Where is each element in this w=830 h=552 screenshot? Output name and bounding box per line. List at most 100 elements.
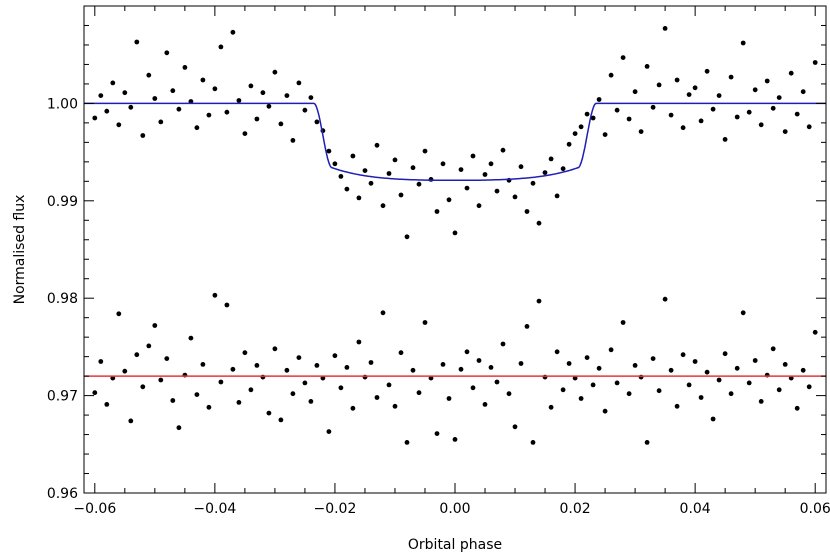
data-point: [350, 405, 356, 411]
data-point: [728, 391, 734, 397]
data-point: [296, 355, 302, 360]
data-point: [224, 109, 230, 115]
data-point: [440, 161, 446, 167]
data-point: [500, 147, 506, 153]
data-point: [800, 89, 806, 95]
data-point: [740, 310, 746, 316]
data-point: [428, 177, 434, 182]
data-point: [314, 119, 320, 125]
data-point: [614, 107, 620, 113]
y-axis-title: Normalised flux: [12, 195, 28, 305]
data-point: [584, 111, 590, 117]
data-point: [236, 98, 242, 103]
data-point: [224, 302, 230, 308]
data-point: [452, 230, 458, 236]
data-point: [482, 402, 488, 407]
data-point: [674, 77, 680, 83]
data-point: [470, 153, 476, 159]
data-point: [230, 366, 236, 372]
data-point: [392, 403, 398, 409]
data-point: [128, 104, 134, 110]
data-point: [176, 106, 182, 112]
data-point: [722, 351, 728, 357]
data-point: [632, 363, 638, 368]
data-point: [482, 172, 488, 177]
data-point: [386, 171, 392, 176]
data-point: [158, 119, 164, 125]
data-point: [656, 82, 662, 88]
data-point: [368, 360, 374, 365]
x-tick-label: 0.02: [559, 501, 590, 517]
data-point: [554, 349, 560, 355]
data-point: [434, 431, 440, 436]
data-point: [296, 80, 302, 86]
data-point: [692, 359, 698, 364]
data-point: [680, 352, 686, 358]
data-point: [488, 365, 494, 370]
data-point: [206, 112, 212, 118]
x-tick-label: 0.06: [800, 501, 830, 517]
data-point: [410, 367, 416, 373]
data-point: [668, 367, 674, 373]
data-point: [266, 410, 272, 416]
data-point: [602, 408, 608, 414]
data-point: [440, 362, 446, 367]
data-point: [422, 148, 428, 154]
data-point: [632, 89, 638, 95]
data-point: [242, 131, 248, 137]
data-point: [92, 390, 98, 396]
data-point: [608, 347, 614, 353]
data-point: [338, 385, 344, 391]
data-point: [212, 86, 218, 92]
data-point: [134, 39, 140, 45]
data-point: [770, 346, 776, 352]
data-point: [716, 93, 722, 98]
data-point: [752, 358, 758, 363]
data-point: [146, 72, 152, 78]
data-point: [314, 363, 320, 368]
data-point: [344, 186, 350, 192]
data-point: [500, 341, 506, 347]
data-point: [464, 185, 470, 191]
data-point: [524, 209, 530, 214]
data-point: [464, 349, 470, 355]
data-point: [434, 209, 440, 214]
data-point: [428, 375, 434, 381]
data-point: [164, 50, 170, 56]
data-point: [716, 377, 722, 383]
data-point: [476, 203, 482, 209]
data-point: [662, 296, 668, 302]
data-point: [548, 404, 554, 410]
data-point: [806, 124, 812, 130]
data-point: [248, 83, 254, 89]
data-point: [692, 85, 698, 91]
data-point: [188, 335, 194, 341]
data-point: [776, 387, 782, 393]
data-point: [356, 195, 362, 201]
data-point: [104, 108, 110, 114]
data-point: [566, 141, 572, 147]
x-tick-label: −0.04: [193, 501, 236, 517]
data-point: [380, 203, 386, 209]
data-point: [512, 194, 518, 200]
data-point: [788, 70, 794, 76]
data-point: [680, 125, 686, 131]
data-point: [164, 356, 170, 361]
data-point: [746, 109, 752, 115]
data-point: [644, 64, 650, 69]
data-point: [212, 292, 218, 298]
x-axis-title: Orbital phase: [408, 537, 502, 552]
data-point: [236, 400, 242, 405]
data-point: [644, 440, 650, 445]
data-point: [452, 437, 458, 442]
data-point: [494, 188, 500, 194]
data-point: [266, 103, 272, 109]
data-point: [812, 60, 818, 65]
data-point: [284, 93, 290, 98]
data-point: [176, 425, 182, 431]
data-point: [740, 40, 746, 46]
data-point: [332, 353, 338, 359]
data-point: [590, 382, 596, 388]
data-point: [566, 361, 572, 366]
